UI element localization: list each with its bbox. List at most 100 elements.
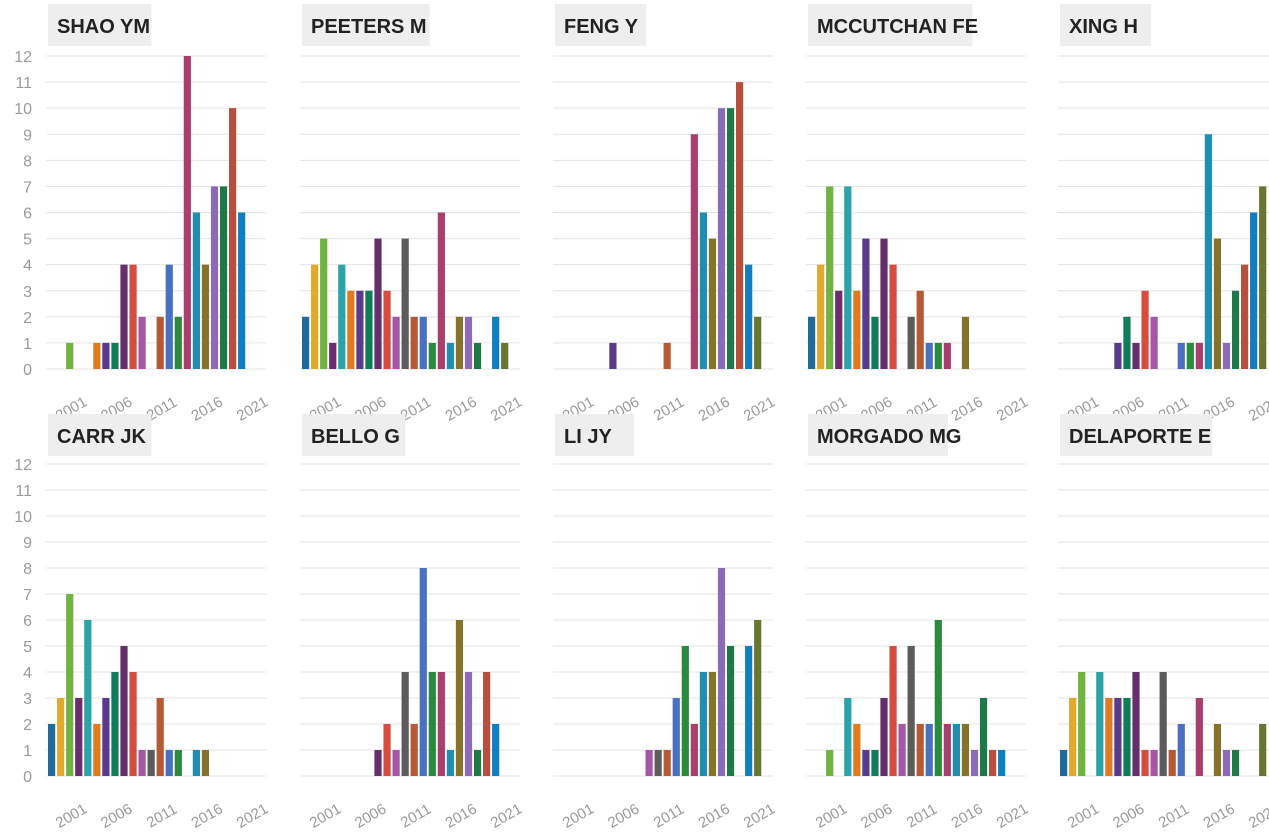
bar-2015 xyxy=(699,212,707,369)
bar-2003 xyxy=(844,186,852,369)
bar-2014 xyxy=(1195,698,1203,776)
x-tick-label: 2016 xyxy=(948,393,985,424)
y-tick-label: 9 xyxy=(23,535,32,552)
panel-title-box xyxy=(302,4,430,46)
bar-2013 xyxy=(934,342,942,369)
bar-2012 xyxy=(925,724,933,776)
bar-2007 xyxy=(1132,342,1140,369)
bar-2009 xyxy=(138,316,146,369)
y-tick-label: 0 xyxy=(23,362,32,379)
x-tick-label: 2016 xyxy=(188,393,225,424)
bar-2015 xyxy=(192,212,200,369)
panel-title-box xyxy=(48,414,152,456)
bar-2012 xyxy=(419,316,427,369)
bar-2016 xyxy=(961,316,970,369)
bar-2019 xyxy=(736,82,744,369)
bar-2008 xyxy=(1141,290,1149,369)
x-tick-label: 2021 xyxy=(994,800,1031,831)
bar-2014 xyxy=(943,342,951,369)
bar-2003 xyxy=(1096,672,1104,776)
bar-2014 xyxy=(1195,342,1203,369)
bar-2006 xyxy=(365,290,373,369)
bar-2009 xyxy=(645,750,653,776)
bar-2000 xyxy=(57,698,65,776)
bar-2011 xyxy=(663,342,671,369)
x-tick-label: 2016 xyxy=(442,800,479,831)
bar-2007 xyxy=(374,750,382,776)
bar-2004 xyxy=(347,290,355,369)
bar-2001 xyxy=(66,342,74,369)
panel-title: DELAPORTE E xyxy=(1069,426,1211,448)
bar-2021 xyxy=(501,342,509,369)
bar-2005 xyxy=(356,290,364,369)
x-tick-label: 2001 xyxy=(53,800,90,831)
bar-2017 xyxy=(464,672,473,776)
bar-2020 xyxy=(492,724,500,776)
x-tick-label: 2006 xyxy=(605,800,642,831)
x-tick-label: 2021 xyxy=(1246,393,1269,424)
bar-2016 xyxy=(201,264,210,369)
panel-title: MCCUTCHAN FE xyxy=(817,16,978,38)
bar-1999 xyxy=(808,316,816,369)
x-tick-label: 2021 xyxy=(994,393,1031,424)
bar-2017 xyxy=(970,750,979,776)
bar-2010 xyxy=(401,238,409,369)
panel-morgado-mg: MORGADO MG 2001 2006 2011 2016 2021 xyxy=(806,414,1031,832)
bar-2013 xyxy=(1186,342,1194,369)
y-tick-label: 4 xyxy=(23,258,32,275)
bar-2021 xyxy=(1259,186,1267,369)
bar-2002 xyxy=(75,698,83,776)
bar-2015 xyxy=(446,750,454,776)
y-tick-label: 0 xyxy=(23,769,32,786)
bar-2012 xyxy=(419,568,427,776)
bar-2018 xyxy=(726,108,735,370)
panel-title-box xyxy=(302,414,406,456)
bar-2008 xyxy=(383,724,391,776)
x-tick-label: 2011 xyxy=(398,801,434,832)
bar-2015 xyxy=(1204,134,1212,369)
bar-2002 xyxy=(835,290,843,369)
bar-2006 xyxy=(111,672,119,776)
bar-2017 xyxy=(464,316,473,369)
bar-2008 xyxy=(129,264,137,369)
bar-2005 xyxy=(862,238,870,369)
bar-2017 xyxy=(1222,750,1231,776)
y-tick-label: 8 xyxy=(23,561,32,578)
bar-2003 xyxy=(338,264,346,369)
bar-2013 xyxy=(428,342,436,369)
bar-2001 xyxy=(826,186,834,369)
y-tick-label: 11 xyxy=(15,75,32,92)
bar-2019 xyxy=(229,108,237,370)
bar-2008 xyxy=(129,672,137,776)
x-tick-label: 2021 xyxy=(234,800,271,831)
bar-1999 xyxy=(1060,750,1068,776)
y-tick-label: 10 xyxy=(14,509,32,526)
bar-2010 xyxy=(654,750,662,776)
x-tick-label: 2011 xyxy=(651,801,687,832)
bar-2011 xyxy=(410,316,418,369)
bar-2010 xyxy=(1159,672,1167,776)
y-tick-label: 1 xyxy=(23,743,32,760)
bar-2010 xyxy=(907,646,915,776)
panel-title: XING H xyxy=(1069,16,1138,38)
x-tick-label: 2016 xyxy=(695,393,732,424)
y-tick-label: 9 xyxy=(23,127,32,144)
bar-2007 xyxy=(120,264,128,369)
x-tick-label: 2021 xyxy=(741,800,778,831)
bar-2003 xyxy=(844,698,852,776)
bar-2006 xyxy=(871,316,879,369)
bar-2016 xyxy=(708,672,717,776)
bar-2000 xyxy=(817,264,825,369)
bar-2015 xyxy=(699,672,707,776)
panel-li-jy: LI JY 2001 2006 2011 2016 2021 xyxy=(553,414,778,832)
bar-2011 xyxy=(156,316,164,369)
y-tick-label: 5 xyxy=(23,639,32,656)
bar-2009 xyxy=(898,724,906,776)
bar-2006 xyxy=(1123,698,1131,776)
bar-2015 xyxy=(192,750,200,776)
bar-2012 xyxy=(1177,342,1185,369)
y-tick-label: 5 xyxy=(23,232,32,249)
